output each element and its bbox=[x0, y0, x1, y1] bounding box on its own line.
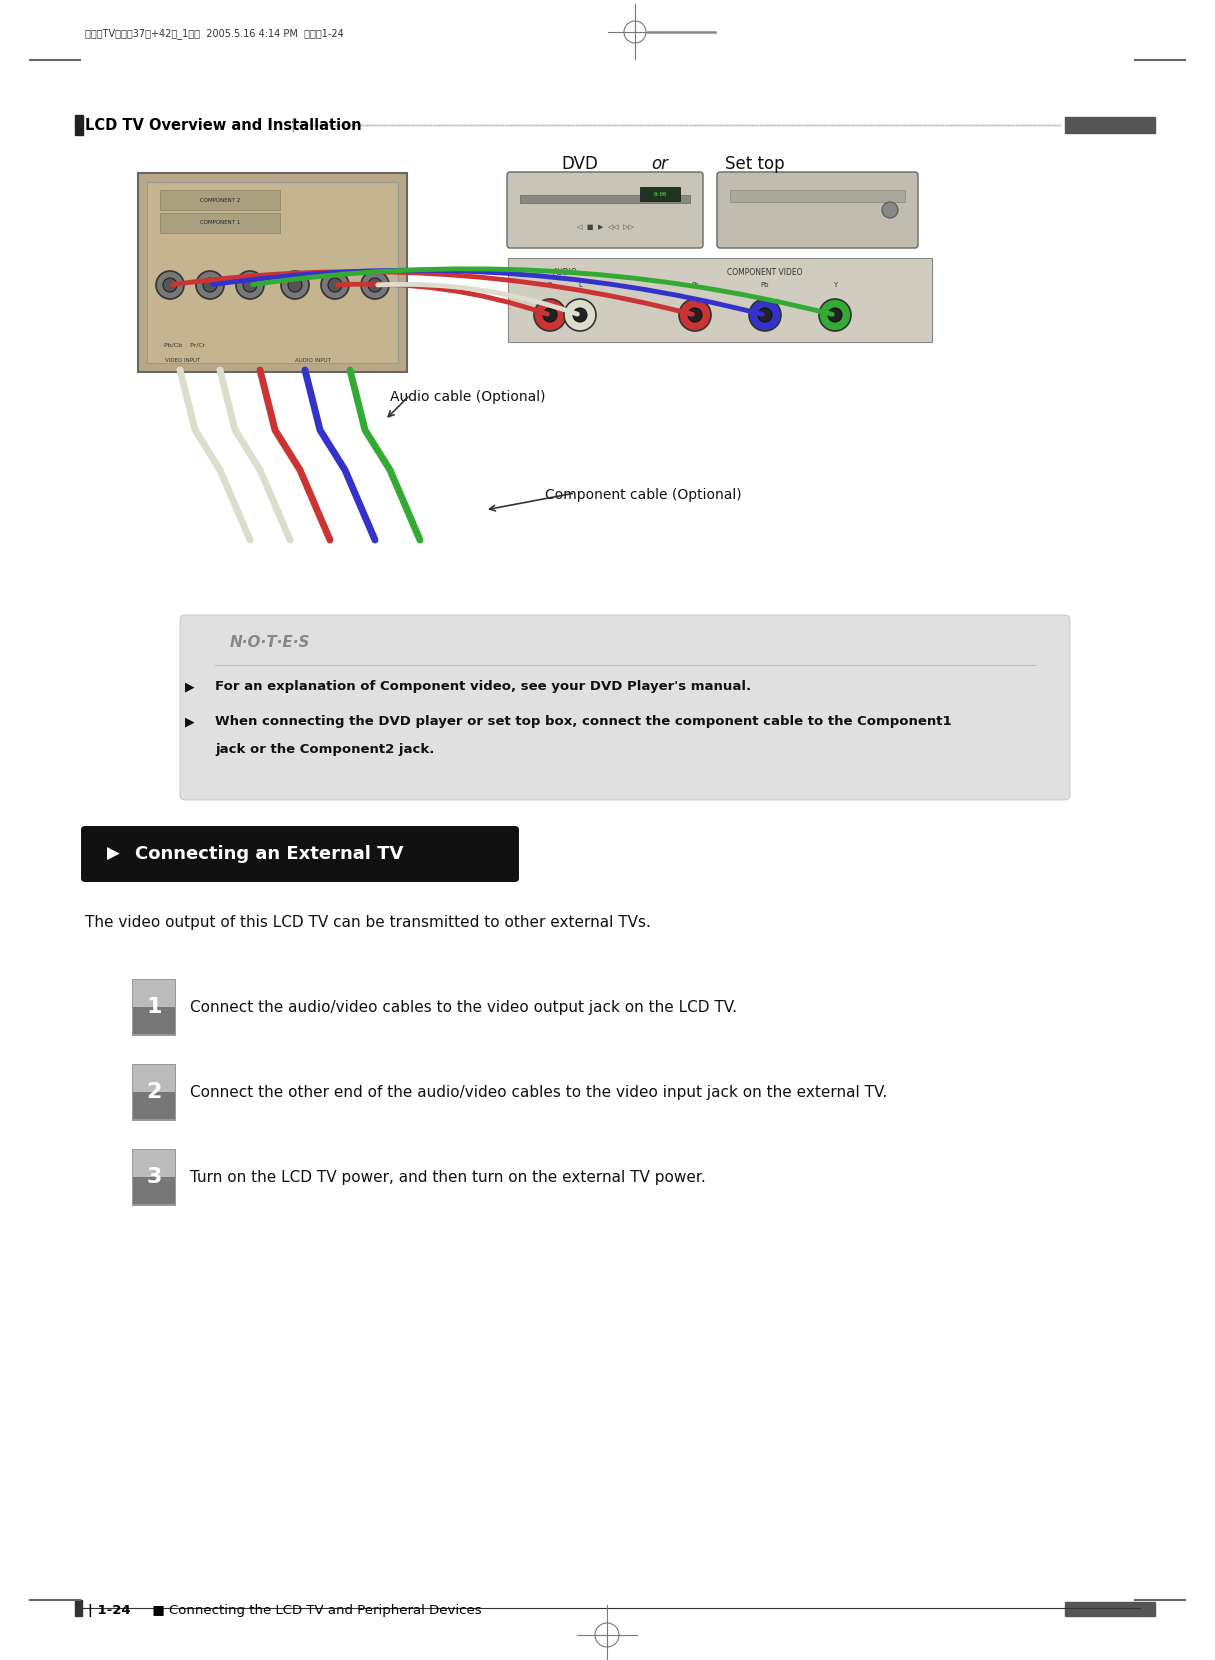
FancyBboxPatch shape bbox=[507, 173, 703, 247]
Bar bbox=[132, 1177, 175, 1203]
Text: Connect the audio/video cables to the video output jack on the LCD TV.: Connect the audio/video cables to the vi… bbox=[190, 999, 738, 1014]
Text: ◁  ■  ▶  ◁◁  ▷▷: ◁ ■ ▶ ◁◁ ▷▷ bbox=[577, 224, 633, 231]
Text: N·O·T·E·S: N·O·T·E·S bbox=[230, 636, 311, 651]
FancyBboxPatch shape bbox=[132, 1149, 176, 1207]
Bar bbox=[640, 188, 680, 201]
Bar bbox=[160, 189, 279, 211]
Circle shape bbox=[203, 277, 217, 292]
Bar bbox=[730, 189, 905, 203]
Circle shape bbox=[368, 277, 382, 292]
Text: ▶: ▶ bbox=[107, 845, 119, 863]
Circle shape bbox=[321, 271, 349, 299]
Circle shape bbox=[543, 309, 556, 322]
Circle shape bbox=[281, 271, 309, 299]
Circle shape bbox=[163, 277, 177, 292]
Text: Y: Y bbox=[832, 282, 837, 287]
Bar bbox=[1066, 1602, 1155, 1615]
Bar bbox=[75, 1600, 81, 1615]
Text: ▶: ▶ bbox=[185, 715, 194, 729]
FancyBboxPatch shape bbox=[132, 979, 176, 1036]
Text: | 1-24: | 1-24 bbox=[87, 1604, 131, 1617]
FancyBboxPatch shape bbox=[180, 614, 1070, 800]
Bar bbox=[132, 979, 175, 1008]
Text: |: | bbox=[290, 118, 294, 133]
Text: Pb/Cb    Pr/Cr: Pb/Cb Pr/Cr bbox=[164, 342, 205, 347]
Circle shape bbox=[688, 309, 702, 322]
Text: 3: 3 bbox=[146, 1167, 162, 1187]
Bar bbox=[1066, 116, 1155, 133]
Text: or: or bbox=[651, 154, 668, 173]
Bar bbox=[132, 1008, 175, 1034]
Text: COMPONENT 1: COMPONENT 1 bbox=[200, 221, 241, 226]
Circle shape bbox=[535, 299, 566, 330]
Bar bbox=[132, 1150, 175, 1177]
FancyBboxPatch shape bbox=[132, 1064, 176, 1120]
Circle shape bbox=[243, 277, 258, 292]
Text: COMPONENT VIDEO: COMPONENT VIDEO bbox=[728, 267, 803, 277]
Bar bbox=[132, 1092, 175, 1119]
Bar bbox=[132, 1066, 175, 1092]
Text: Connect the other end of the audio/video cables to the video input jack on the e: Connect the other end of the audio/video… bbox=[190, 1084, 887, 1099]
Circle shape bbox=[236, 271, 264, 299]
Text: Component cable (Optional): Component cable (Optional) bbox=[546, 488, 741, 501]
Text: 2: 2 bbox=[146, 1082, 162, 1102]
Text: AUDIO: AUDIO bbox=[553, 267, 577, 277]
Bar bbox=[520, 194, 690, 203]
Text: The video output of this LCD TV can be transmitted to other external TVs.: The video output of this LCD TV can be t… bbox=[85, 915, 651, 930]
Text: Turn on the LCD TV power, and then turn on the external TV power.: Turn on the LCD TV power, and then turn … bbox=[190, 1170, 706, 1185]
Text: ▶: ▶ bbox=[185, 681, 194, 692]
Text: Audio cable (Optional): Audio cable (Optional) bbox=[390, 390, 546, 403]
Bar bbox=[160, 212, 279, 232]
Text: AUDIO INPUT: AUDIO INPUT bbox=[295, 357, 330, 362]
FancyBboxPatch shape bbox=[139, 173, 407, 372]
Text: L: L bbox=[578, 282, 582, 287]
FancyBboxPatch shape bbox=[147, 183, 399, 364]
Circle shape bbox=[679, 299, 711, 330]
FancyBboxPatch shape bbox=[717, 173, 919, 247]
Circle shape bbox=[819, 299, 850, 330]
Text: VIDEO INPUT: VIDEO INPUT bbox=[165, 357, 200, 362]
Circle shape bbox=[758, 309, 772, 322]
Circle shape bbox=[827, 309, 842, 322]
Text: Connecting an External TV: Connecting an External TV bbox=[135, 845, 403, 863]
Text: 0:00: 0:00 bbox=[654, 191, 667, 196]
Circle shape bbox=[564, 299, 597, 330]
Circle shape bbox=[196, 271, 224, 299]
Text: LCD TV Overview and Installation: LCD TV Overview and Installation bbox=[85, 118, 362, 133]
Text: COMPONENT 2: COMPONENT 2 bbox=[200, 198, 241, 203]
Text: 미주향TV매뉴얼37형+42형_1장영  2005.5.16 4:14 PM  페이지1-24: 미주향TV매뉴얼37형+42형_1장영 2005.5.16 4:14 PM 페이… bbox=[85, 28, 344, 38]
Text: 1: 1 bbox=[146, 998, 162, 1018]
Text: jack or the Component2 jack.: jack or the Component2 jack. bbox=[215, 744, 435, 755]
Circle shape bbox=[748, 299, 781, 330]
Text: For an explanation of Component video, see your DVD Player's manual.: For an explanation of Component video, s… bbox=[215, 681, 751, 692]
Circle shape bbox=[361, 271, 389, 299]
Circle shape bbox=[328, 277, 341, 292]
FancyBboxPatch shape bbox=[508, 257, 932, 342]
FancyBboxPatch shape bbox=[81, 827, 519, 881]
Circle shape bbox=[573, 309, 587, 322]
Circle shape bbox=[156, 271, 183, 299]
Text: DVD: DVD bbox=[561, 154, 599, 173]
Bar bbox=[75, 115, 83, 134]
Circle shape bbox=[882, 203, 898, 217]
Text: Pb: Pb bbox=[761, 282, 769, 287]
Text: When connecting the DVD player or set top box, connect the component cable to th: When connecting the DVD player or set to… bbox=[215, 715, 951, 729]
Text: Pr: Pr bbox=[691, 282, 699, 287]
Circle shape bbox=[288, 277, 303, 292]
Text: ■ Connecting the LCD TV and Peripheral Devices: ■ Connecting the LCD TV and Peripheral D… bbox=[148, 1604, 481, 1617]
Text: Set top: Set top bbox=[725, 154, 785, 173]
Text: R: R bbox=[548, 282, 553, 287]
